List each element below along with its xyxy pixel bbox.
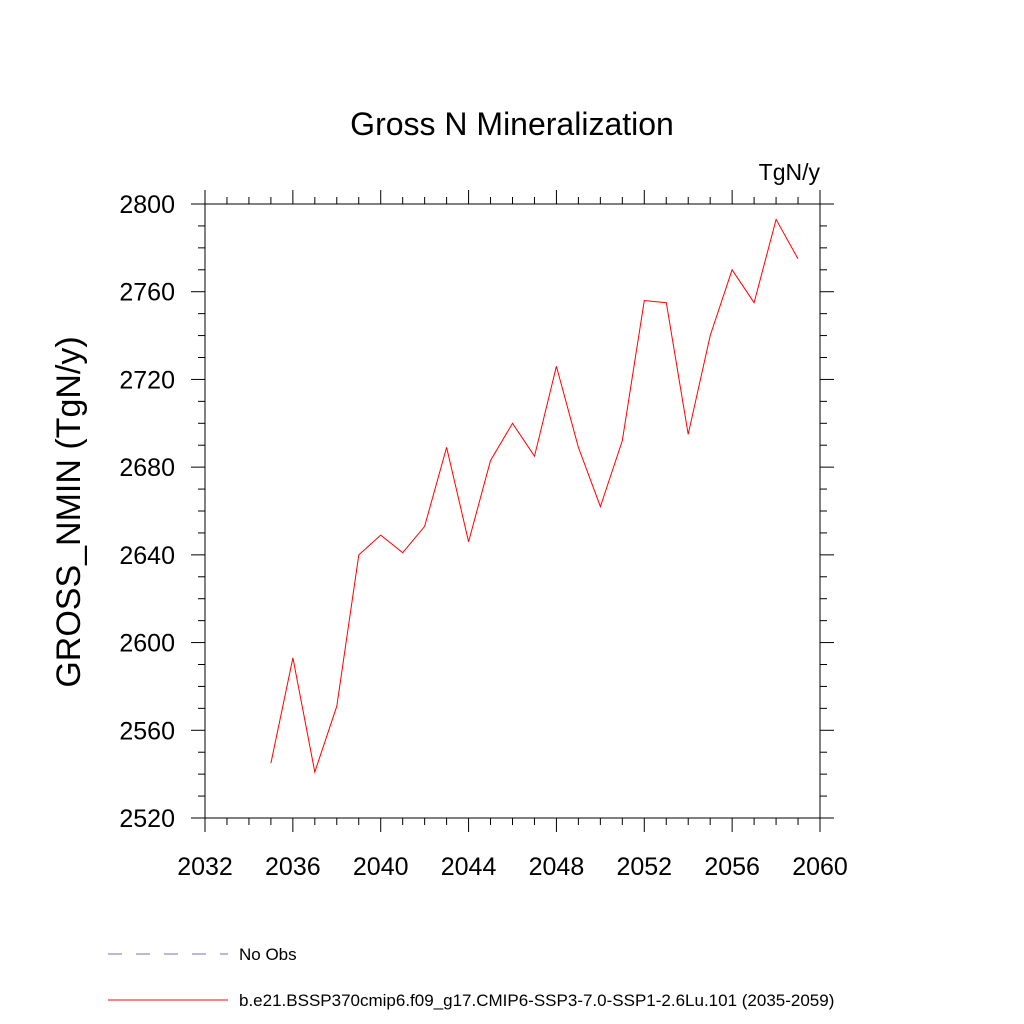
x-tick-label: 2052: [616, 853, 672, 881]
chart-title: Gross N Mineralization: [350, 106, 674, 142]
y-tick-label: 2640: [119, 542, 175, 570]
x-tick-label: 2040: [353, 853, 409, 881]
x-tick-label: 2032: [177, 853, 233, 881]
y-axis-label: GROSS_NMIN (TgN/y): [50, 336, 88, 687]
x-tick-label: 2048: [529, 853, 585, 881]
y-tick-label: 2800: [119, 191, 175, 219]
y-tick-label: 2560: [119, 717, 175, 745]
series-group: [270, 218, 799, 774]
x-tick-label: 2056: [704, 853, 760, 881]
legend: No Obs b.e21.BSSP370cmip6.f09_g17.CMIP6-…: [108, 945, 834, 1010]
x-tick-label: 2044: [441, 853, 497, 881]
y-tick-label: 2760: [119, 279, 175, 307]
series-line: [270, 218, 799, 774]
x-tick-label: 2060: [792, 853, 848, 881]
legend-label-model: b.e21.BSSP370cmip6.f09_g17.CMIP6-SSP3-7.…: [239, 991, 834, 1010]
y-tick-label: 2720: [119, 366, 175, 394]
x-tick-label: 2036: [265, 853, 321, 881]
units-label: TgN/y: [759, 159, 821, 185]
x-tick-labels: 2032 2036 2040 2044 2048 2052 2056 2060: [177, 853, 848, 881]
y-tick-label: 2680: [119, 454, 175, 482]
plot-frame: [204, 203, 821, 819]
y-tick-label: 2600: [119, 630, 175, 658]
y-tick-labels: 2520 2560 2600 2640 2680 2720 2760 2800: [119, 191, 175, 833]
legend-label-no-obs: No Obs: [239, 945, 297, 964]
y-tick-label: 2520: [119, 805, 175, 833]
axis-ticks: [191, 190, 834, 832]
